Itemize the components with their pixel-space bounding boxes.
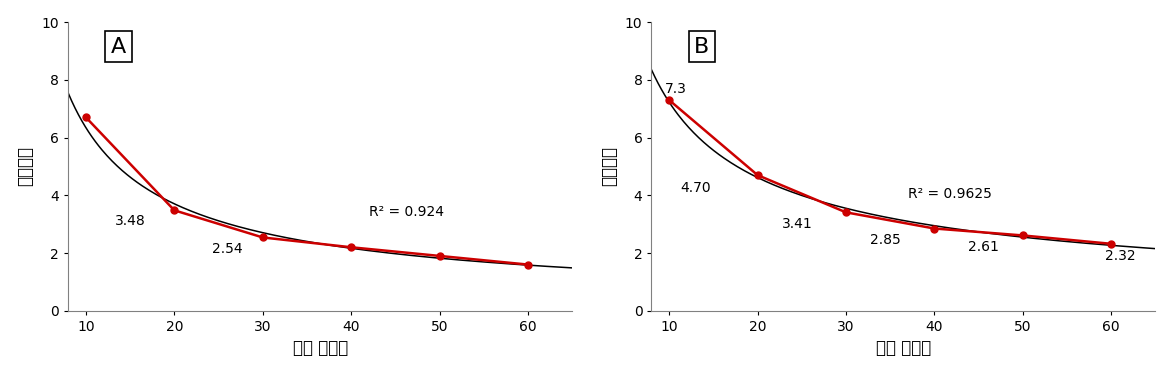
- X-axis label: 조사 포장수: 조사 포장수: [875, 339, 931, 357]
- X-axis label: 조사 포장수: 조사 포장수: [293, 339, 348, 357]
- Text: 2.85: 2.85: [871, 233, 901, 247]
- Text: B: B: [694, 37, 709, 56]
- Y-axis label: 표본오사: 표본오사: [16, 147, 35, 187]
- Text: R² = 0.9625: R² = 0.9625: [908, 187, 992, 201]
- Text: R² = 0.924: R² = 0.924: [369, 205, 444, 218]
- Text: 2.54: 2.54: [212, 242, 243, 256]
- Text: 4.70: 4.70: [681, 181, 711, 196]
- Text: 2.61: 2.61: [968, 240, 999, 254]
- Y-axis label: 표본오사: 표본오사: [600, 147, 618, 187]
- Text: 7.3: 7.3: [666, 82, 687, 96]
- Text: 3.48: 3.48: [115, 214, 145, 228]
- Text: 2.32: 2.32: [1105, 249, 1136, 263]
- Text: 3.41: 3.41: [782, 217, 812, 231]
- Text: A: A: [111, 37, 127, 56]
